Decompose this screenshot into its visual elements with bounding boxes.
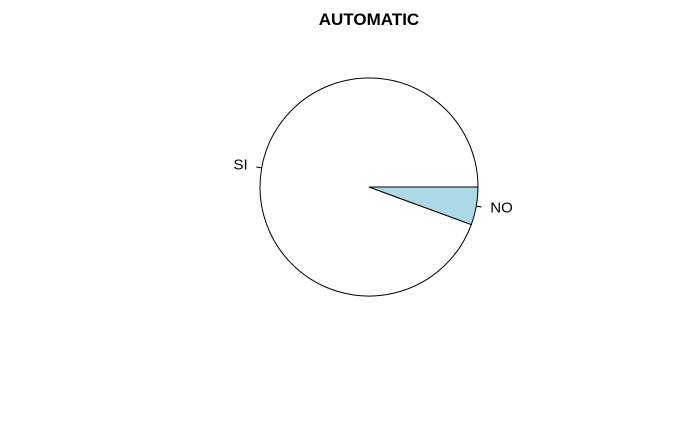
chart-title: AUTOMATIC [318,10,420,29]
pie-slice-no [368,186,479,226]
pie-tick-no [476,205,482,208]
pie-slices [259,77,479,297]
pie-tick-si [256,166,262,169]
pie-label-si: SI [234,156,248,173]
pie-label-no: NO [490,200,513,217]
pie-labels: SI NO [234,156,513,216]
